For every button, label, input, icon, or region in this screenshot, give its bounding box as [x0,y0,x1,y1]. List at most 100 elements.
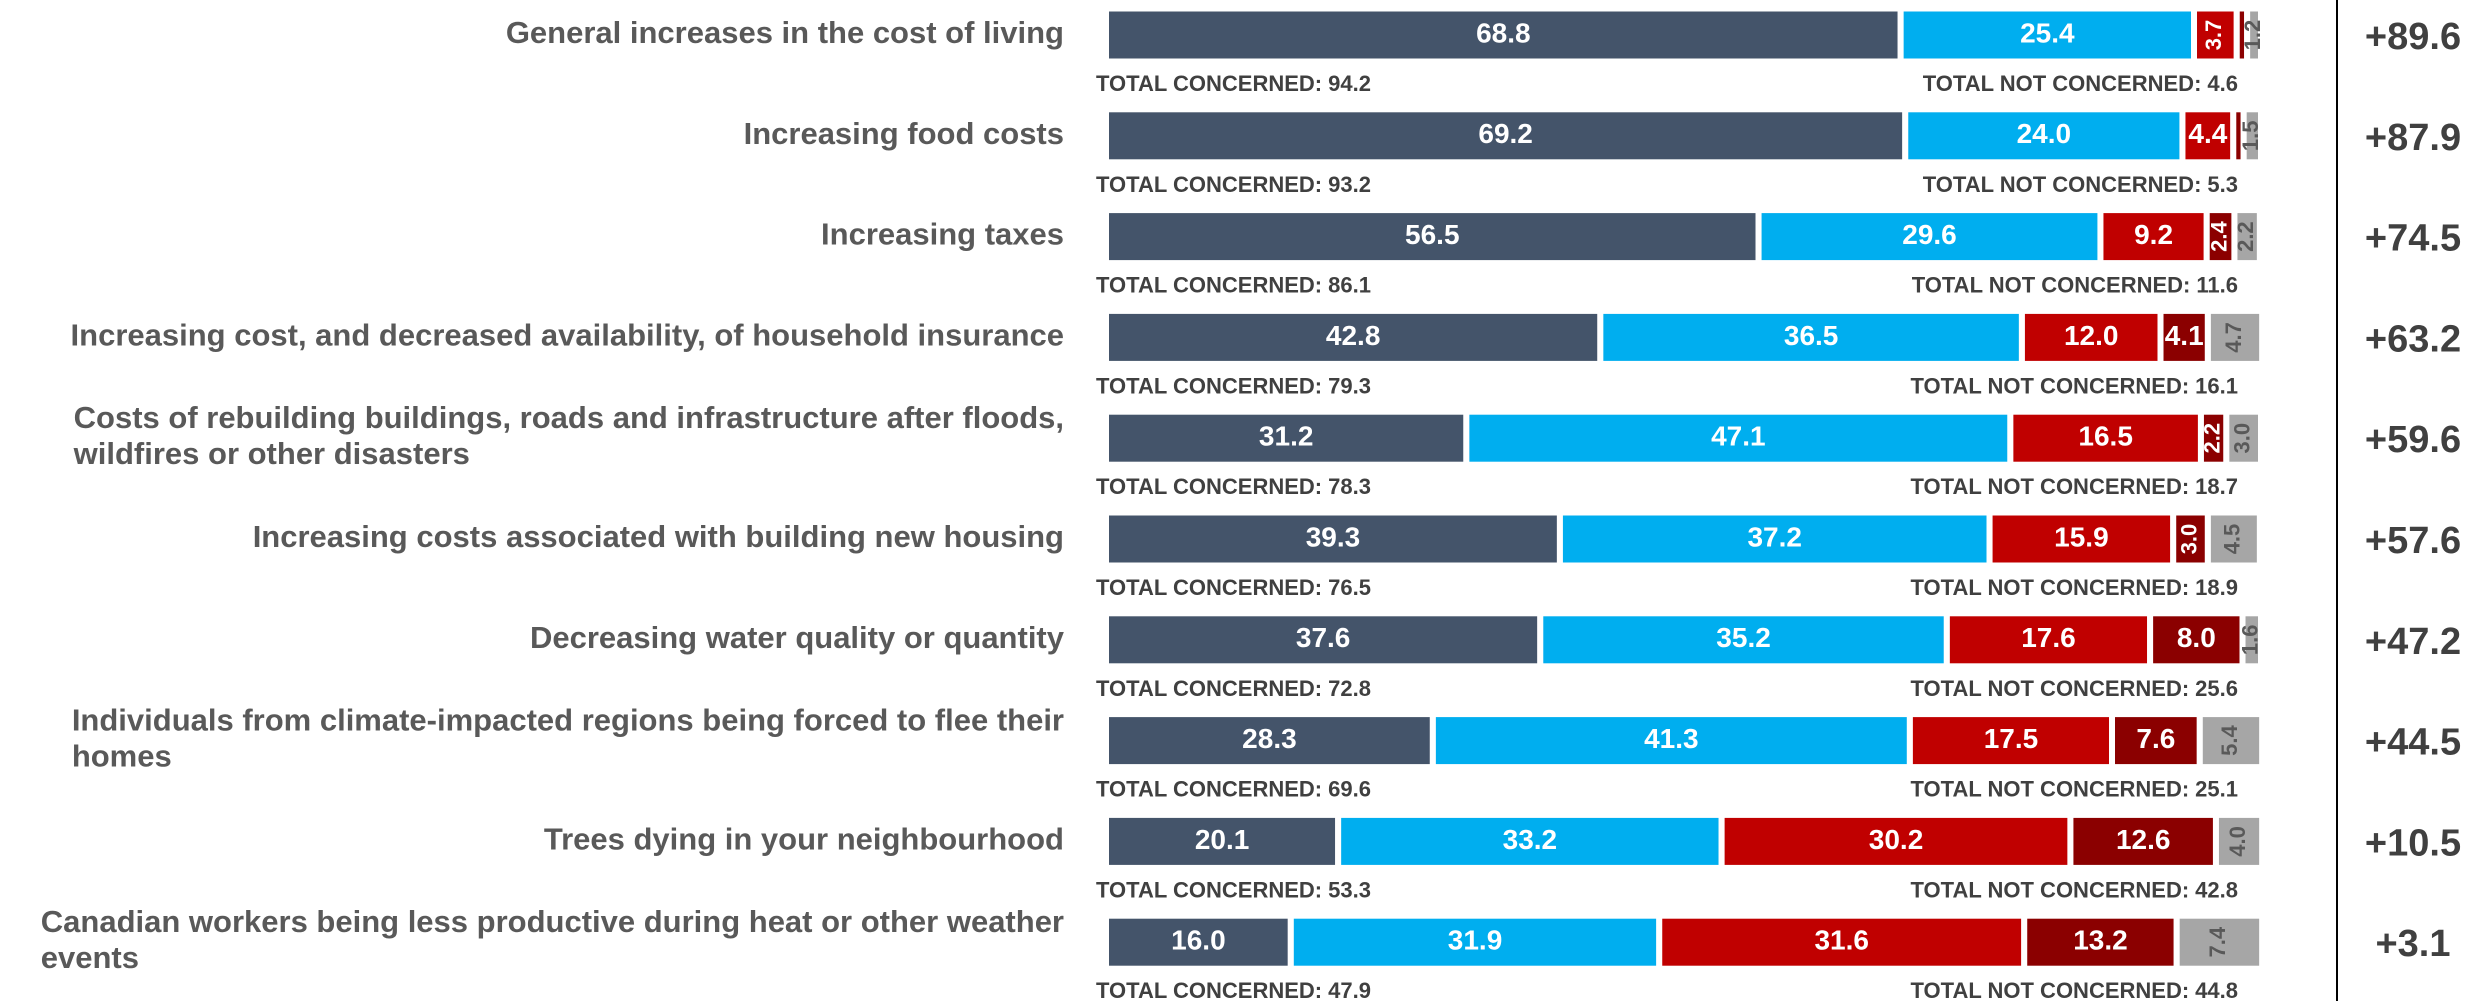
net-score: +10.5 [2365,822,2461,864]
total-concerned-value: 86.1 [1328,272,1371,297]
total-not-concerned-label: TOTAL NOT CONCERNED: [1911,474,2190,499]
bar-label: 20.1 [1195,824,1250,855]
total-concerned-value: 72.8 [1328,676,1371,701]
total-concerned: TOTAL CONCERNED: 53.3 [1096,877,1371,902]
bar-label: 33.2 [1503,824,1558,855]
bar-segment [2147,610,2246,670]
total-concerned: TOTAL CONCERNED: 93.2 [1096,172,1371,197]
category-label-line: events [41,940,139,975]
bar-label: 3.0 [2176,524,2201,555]
bar-label: 42.8 [1326,320,1381,351]
bar-label: 37.2 [1747,521,1802,552]
total-not-concerned-label: TOTAL NOT CONCERNED: [1911,373,2190,398]
bar-segment [1943,610,2154,670]
total-not-concerned: TOTAL NOT CONCERNED: 11.6 [1912,272,2238,297]
bar-label: 4.5 [2220,524,2245,555]
bar-label: 47.1 [1711,421,1766,452]
total-concerned-value: 69.6 [1328,776,1371,801]
bar-label: 68.8 [1476,17,1531,48]
category-label-line: Individuals from climate-impacted region… [72,703,1064,738]
bar-label: 37.6 [1296,622,1351,653]
total-concerned: TOTAL CONCERNED: 78.3 [1096,474,1371,499]
bar-label: 25.4 [2020,17,2075,48]
bar-label: 15.9 [2054,521,2109,552]
bar-segment [2204,509,2263,569]
net-score: +87.9 [2365,117,2461,159]
bar-segment [1103,207,1762,267]
bar-segment [2067,811,2219,871]
bar-segment [2170,509,2211,569]
net-score: +63.2 [2365,318,2461,360]
total-concerned-label: TOTAL CONCERNED: [1096,71,1322,96]
bar-segment [2179,106,2237,166]
total-not-concerned: TOTAL NOT CONCERNED: 42.8 [1911,877,2239,902]
total-not-concerned-label: TOTAL NOT CONCERNED: [1911,776,2190,801]
bar-segment [2097,207,2210,267]
total-concerned-value: 94.2 [1328,71,1371,96]
category-label-line: Trees dying in your neighbourhood [544,822,1064,857]
bar-segment [2240,106,2265,166]
net-score: +44.5 [2365,722,2461,764]
bar-label: 3.7 [2201,20,2226,51]
bar-segment [1287,912,1663,972]
total-not-concerned-label: TOTAL NOT CONCERNED: [1923,71,2202,96]
bar-label: 56.5 [1405,219,1460,250]
bar-label: 39.3 [1306,521,1361,552]
total-not-concerned: TOTAL NOT CONCERNED: 44.8 [1911,978,2239,1001]
category-label: General increases in the cost of living [506,15,1064,50]
category-label: Increasing costs associated with buildin… [253,519,1064,554]
bar-label: 41.3 [1644,723,1699,754]
bar-label: 16.5 [2078,421,2133,452]
total-concerned-value: 47.9 [1328,978,1371,1001]
category-label: Increasing food costs [744,116,1064,151]
bar-label: 4.7 [2221,322,2246,353]
total-not-concerned-value: 16.1 [2195,373,2238,398]
total-concerned: TOTAL CONCERNED: 76.5 [1096,575,1371,600]
total-concerned-value: 79.3 [1328,373,1371,398]
bar-segment [2212,811,2266,871]
bar-label: 30.2 [1869,824,1924,855]
total-concerned: TOTAL CONCERNED: 72.8 [1096,676,1371,701]
bar-label: 1.6 [2238,625,2263,656]
bar-segment [2223,408,2265,468]
total-concerned: TOTAL CONCERNED: 79.3 [1096,373,1371,398]
bar-label: 12.6 [2116,824,2171,855]
bar-label: 1.2 [2240,20,2265,51]
category-label-line: homes [72,739,172,774]
total-not-concerned-label: TOTAL NOT CONCERNED: [1923,172,2202,197]
category-label-line: wildfires or other disasters [73,436,470,471]
bar-segment [2239,610,2265,670]
bar-segment [1556,509,1993,569]
total-concerned: TOTAL CONCERNED: 94.2 [1096,71,1371,96]
total-concerned-value: 53.3 [1328,877,1371,902]
total-not-concerned: TOTAL NOT CONCERNED: 25.6 [1911,676,2239,701]
total-concerned-label: TOTAL CONCERNED: [1096,474,1322,499]
total-not-concerned: TOTAL NOT CONCERNED: 4.6 [1923,71,2238,96]
bar-label: 2.4 [2206,221,2231,252]
net-score: +74.5 [2365,218,2461,260]
bar-label: 29.6 [1902,219,1957,250]
bar-segment [2231,207,2263,267]
bar-label: 24.0 [2017,118,2072,149]
total-not-concerned-value: 5.3 [2207,172,2238,197]
bar-label: 16.0 [1171,925,1226,956]
category-label-line: Costs of rebuilding buildings, roads and… [74,400,1064,435]
total-not-concerned-value: 18.9 [2195,575,2238,600]
bar-segment [2196,711,2266,771]
bar-label: 2.2 [2199,423,2224,454]
bar-segment [1429,711,1913,771]
total-not-concerned-label: TOTAL NOT CONCERNED: [1911,877,2190,902]
category-label: Decreasing water quality or quantity [530,620,1065,655]
category-label: Trees dying in your neighbourhood [544,822,1064,857]
category-label: Canadian workers being less productive d… [41,904,1064,975]
bar-segment [1103,711,1436,771]
total-not-concerned: TOTAL NOT CONCERNED: 18.9 [1911,575,2239,600]
net-score: +89.6 [2365,16,2461,58]
net-score: +3.1 [2375,923,2450,965]
total-not-concerned: TOTAL NOT CONCERNED: 18.7 [1911,474,2239,499]
net-score: +47.2 [2365,621,2461,663]
bar-label: 4.1 [2165,320,2204,351]
total-concerned-label: TOTAL CONCERNED: [1096,272,1322,297]
total-not-concerned-value: 25.6 [2195,676,2238,701]
bar-label: 2.2 [2233,221,2258,252]
